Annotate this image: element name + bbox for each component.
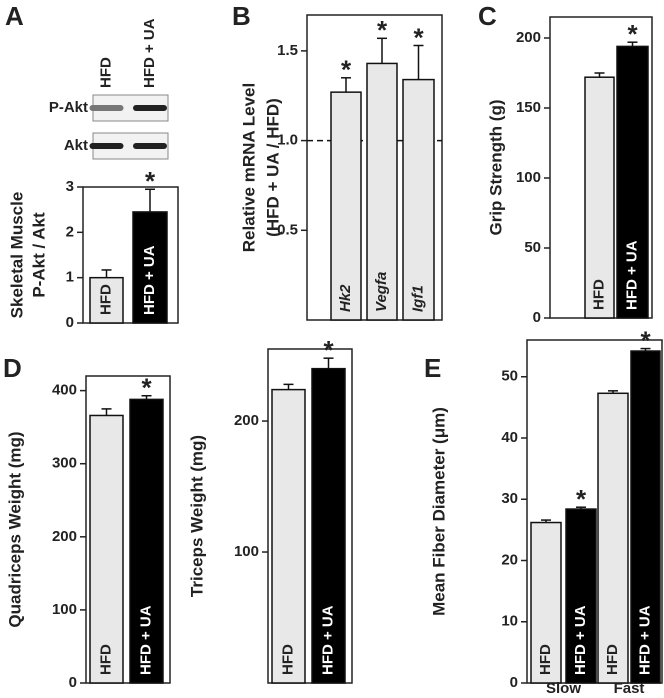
significance-mark: * [640, 325, 651, 355]
significance-mark: * [323, 335, 334, 365]
panel-letter: E [424, 353, 441, 383]
y-tick-label: 3 [66, 178, 74, 195]
y-tick-label: 2 [66, 223, 74, 240]
bar [402, 78, 435, 321]
y-tick-label: 20 [501, 551, 518, 568]
bar-label: HFD + UA [141, 245, 158, 315]
y-tick-label: 0 [66, 314, 74, 331]
bar [565, 508, 597, 684]
bar [271, 388, 306, 684]
y-tick-label: 50 [524, 239, 541, 256]
y-tick-label: 1.0 [277, 132, 298, 149]
y-tick-label: 200 [516, 29, 541, 46]
blot-row-label: P-Akt [49, 99, 88, 116]
x-tick-label: Slow [546, 680, 581, 697]
blot-band [133, 143, 167, 149]
bar-label: HFD [537, 644, 554, 675]
y-axis-label: Relative mRNA Level [239, 83, 258, 252]
y-tick-label: 100 [234, 543, 259, 560]
y-tick-label: 200 [234, 412, 259, 429]
y-axis-label: Grip Strength (g) [486, 100, 505, 236]
y-tick-label: 100 [516, 169, 541, 186]
blot-band [89, 143, 124, 149]
x-tick-label: Fast [614, 680, 645, 697]
bar [584, 76, 615, 319]
y-tick-label: 30 [501, 490, 518, 507]
y-tick-label: 0 [69, 674, 77, 691]
plot-frame [82, 186, 179, 324]
bar [630, 350, 661, 684]
significance-mark: * [341, 55, 352, 85]
significance-mark: * [413, 22, 424, 52]
y-axis-label: Skeletal Muscle [7, 192, 26, 319]
blot-lane-label: HFD + UA [141, 18, 158, 88]
panel-letter: C [478, 1, 497, 31]
y-tick-label: 200 [52, 528, 77, 545]
bar-label: HFD + UA [636, 605, 653, 675]
bar [89, 414, 124, 684]
bar [132, 211, 168, 324]
bar [89, 276, 124, 324]
y-tick-label: 1 [66, 269, 74, 286]
panel-letter: D [3, 353, 22, 383]
blot-band [89, 105, 124, 111]
y-tick-label: 100 [52, 601, 77, 618]
bar-label: HFD [279, 644, 296, 675]
significance-mark: * [145, 166, 156, 196]
bar-label: HFD + UA [137, 605, 154, 675]
y-tick-label: 40 [501, 429, 518, 446]
bar [616, 45, 649, 319]
blot-band [133, 105, 167, 111]
y-axis-label: P-Akt / Akt [29, 212, 48, 298]
bar [597, 392, 629, 684]
y-tick-label: 0.5 [277, 221, 298, 238]
y-tick-label: 400 [52, 382, 77, 399]
panel-letter: A [5, 1, 24, 31]
significance-mark: * [627, 19, 638, 49]
bar-label: HFD + UA [319, 605, 336, 675]
y-tick-label: 0 [510, 674, 518, 691]
y-axis-label: Triceps Weight (mg) [187, 435, 206, 597]
y-tick-label: 300 [52, 455, 77, 472]
bar [129, 398, 164, 684]
y-tick-label: 10 [501, 613, 518, 630]
bar-label: Igf1 [409, 285, 426, 312]
bar-label: HFD + UA [623, 240, 640, 310]
bar-label: Vegfa [373, 272, 390, 312]
y-axis-label: Quadriceps Weight (mg) [5, 431, 24, 627]
blot-row-label: Akt [64, 137, 88, 154]
bar [366, 62, 398, 321]
bar-label: HFD [590, 279, 607, 310]
bar-label: HFD [97, 284, 114, 315]
plot-frame [267, 348, 353, 684]
bar-label: Hk2 [337, 284, 354, 312]
y-tick-label: 1.5 [277, 42, 298, 59]
y-axis-label: Mean Fiber Diameter (μm) [429, 407, 448, 616]
bar [311, 367, 346, 684]
y-tick-label: 150 [516, 99, 541, 116]
significance-mark: * [576, 484, 587, 514]
significance-mark: * [377, 15, 388, 45]
bar-label: HFD + UA [572, 605, 589, 675]
panel-letter: B [232, 1, 251, 31]
plot-frame [85, 375, 171, 684]
bar [330, 91, 362, 321]
bar-label: HFD [97, 644, 114, 675]
y-tick-label: 50 [501, 368, 518, 385]
bar-label: HFD [604, 644, 621, 675]
y-tick-label: 0 [533, 309, 541, 326]
blot-lane-label: HFD [97, 57, 114, 88]
significance-mark: * [141, 373, 152, 403]
y-axis-label: (HFD + UA / HFD) [263, 98, 282, 237]
